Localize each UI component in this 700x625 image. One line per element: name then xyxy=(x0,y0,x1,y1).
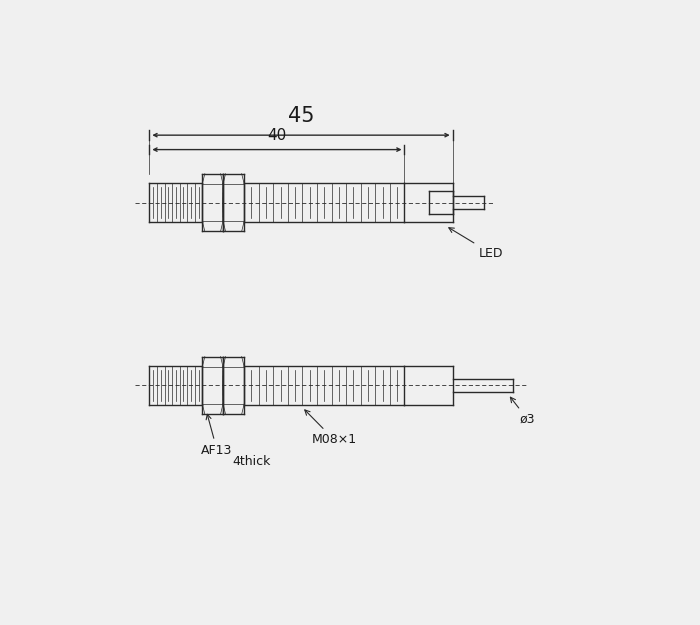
Text: 4thick: 4thick xyxy=(232,455,271,468)
Text: 45: 45 xyxy=(288,106,314,126)
Text: AF13: AF13 xyxy=(202,414,233,457)
Text: 40: 40 xyxy=(267,128,286,143)
Text: M08×1: M08×1 xyxy=(304,410,357,446)
Text: LED: LED xyxy=(449,228,503,260)
Text: ø3: ø3 xyxy=(510,398,536,426)
